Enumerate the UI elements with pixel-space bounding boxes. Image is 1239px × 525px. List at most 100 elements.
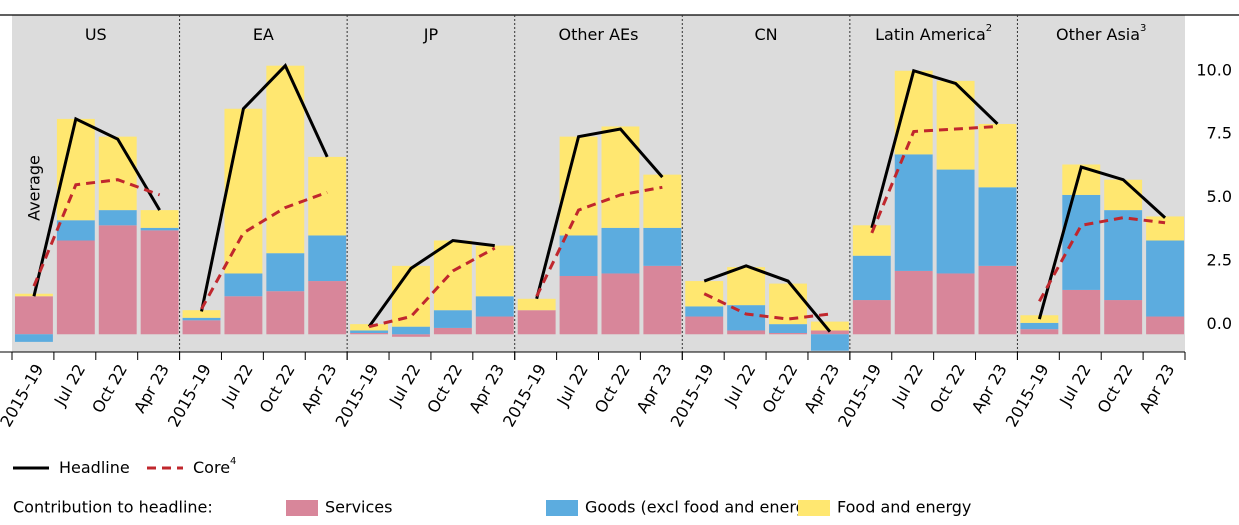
bar-segment (727, 330, 766, 335)
bar-segment (266, 65, 305, 254)
headline-line (200, 63, 329, 312)
x-tick-label: Apr 23 (633, 361, 676, 417)
core-line (368, 246, 496, 329)
headline-line (367, 238, 495, 328)
bar-segment (1104, 179, 1143, 211)
bar-segment (15, 334, 53, 342)
bar-segment (517, 310, 556, 335)
legend-swatch (546, 500, 578, 516)
annotation: Average (25, 155, 44, 221)
bar-segment (308, 281, 347, 335)
bar-segment (392, 265, 430, 327)
core-line (870, 124, 998, 234)
core-line (703, 292, 831, 321)
panel-title-text: CN (755, 25, 778, 44)
bar-segment (308, 235, 347, 282)
x-tick-label: Jul 22 (385, 361, 424, 410)
bar-segment (978, 123, 1017, 188)
legend-title: Contribution to headline: (13, 498, 213, 517)
bar-segment (1146, 240, 1184, 317)
bar-segment (1104, 210, 1143, 301)
legend-label: Headline (59, 458, 130, 477)
core-line (535, 185, 663, 297)
bar-segment (601, 227, 640, 274)
legend-label: Services (325, 498, 392, 517)
bar-segment (643, 227, 682, 266)
bar-segment (601, 273, 640, 335)
bar-segment (1020, 322, 1059, 330)
bar-segment (433, 240, 472, 311)
legend-label-text: Headline (59, 458, 130, 477)
y-tick-label: 10.0 (1196, 60, 1232, 79)
core-line (1038, 216, 1166, 303)
bar-segment (643, 265, 682, 335)
x-tick-label: Apr 23 (1135, 361, 1178, 417)
bar-segment (1062, 289, 1101, 335)
legend-label: Core4 (193, 456, 236, 477)
bar-segment (140, 230, 179, 335)
panel-title-note: 3 (1140, 23, 1146, 34)
panel-title: CN (755, 25, 778, 44)
bar-segment (182, 317, 221, 321)
bar-segment (852, 255, 891, 301)
panel-title-text: US (85, 25, 107, 44)
bar-segment (266, 291, 305, 335)
x-tick-label: Oct 22 (758, 361, 801, 416)
bar-segment (433, 327, 472, 335)
panel-title: JP (423, 25, 439, 44)
bar-segment (98, 210, 137, 226)
x-tick-label: Oct 22 (591, 361, 634, 416)
panel-title-text: EA (253, 25, 274, 44)
headline-line (703, 264, 832, 333)
legend-label-note: 4 (230, 456, 236, 467)
x-tick-label: Jul 22 (888, 361, 927, 410)
bar-segment (392, 334, 430, 337)
legend-label: Food and energy (837, 498, 971, 517)
x-tick-label: 2015–19 (0, 361, 47, 430)
bar-segment (769, 324, 807, 333)
x-tick-label: Apr 23 (968, 361, 1011, 417)
bar-segment (559, 275, 598, 335)
bar-segment (1104, 300, 1143, 335)
panel-title-text: Other Asia (1056, 25, 1140, 44)
bar-segment (56, 240, 95, 335)
bar-segment (685, 316, 724, 335)
bar-segment (852, 300, 891, 335)
bar-segment (433, 310, 472, 328)
panel-title-text: Latin America (875, 25, 986, 44)
x-tick-label: Jul 22 (1055, 361, 1094, 410)
x-tick-label: Apr 23 (130, 361, 173, 417)
bar-segment (56, 220, 95, 241)
bar-segment (894, 70, 933, 155)
bar-segment (978, 265, 1017, 335)
panel-title-note: 2 (986, 23, 992, 34)
bar-segment (978, 187, 1017, 266)
bar-segment (475, 316, 514, 335)
panel-title-text: Other AEs (559, 25, 639, 44)
panel-title: Other Asia3 (1056, 23, 1146, 44)
x-tick-label: Jul 22 (50, 361, 89, 410)
x-tick-label: Jul 22 (217, 361, 256, 410)
headline-line (870, 68, 999, 229)
y-tick-label: 2.5 (1207, 250, 1232, 269)
bar-segment (727, 267, 766, 306)
bar-segment (936, 273, 975, 335)
headline-line (32, 116, 161, 297)
bar-segment (224, 108, 263, 274)
headline-line (1037, 165, 1167, 320)
bar-segment (894, 270, 933, 335)
bar-segment (559, 235, 598, 276)
headline-line (535, 127, 664, 300)
panel-title: EA (253, 25, 274, 44)
bar-segment (894, 154, 933, 271)
bar-segment (350, 324, 389, 331)
legend-swatch (286, 500, 318, 516)
x-tick-label: Jul 22 (553, 361, 592, 410)
x-tick-label: Apr 23 (800, 361, 843, 417)
legend-label-text: Core (193, 458, 230, 477)
bar-segment (182, 310, 221, 318)
bar-segment (643, 174, 682, 228)
bar-segment (601, 126, 640, 228)
